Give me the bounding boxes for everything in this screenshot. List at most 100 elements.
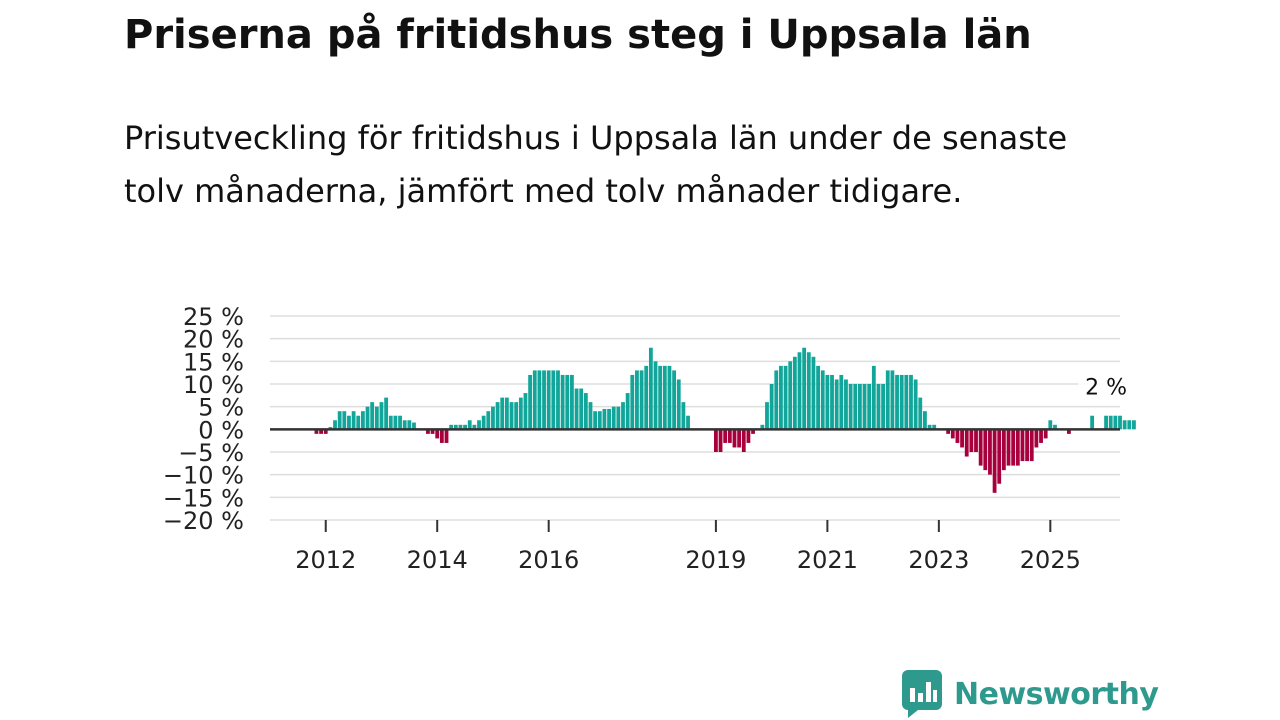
bar bbox=[500, 397, 505, 430]
bar bbox=[463, 424, 467, 430]
chart-title: Priserna på fritidshus steg i Uppsala lä… bbox=[124, 12, 1032, 58]
bar bbox=[514, 402, 519, 430]
annotation-bg bbox=[1078, 372, 1135, 403]
bar bbox=[969, 429, 974, 452]
bar bbox=[1122, 420, 1127, 430]
bar bbox=[974, 429, 978, 452]
bar bbox=[802, 347, 807, 430]
bar bbox=[713, 429, 718, 452]
bar bbox=[570, 374, 574, 430]
y-tick-label: −20 % bbox=[163, 507, 244, 535]
y-tick-label: −5 % bbox=[178, 439, 244, 467]
bar bbox=[751, 429, 755, 434]
bar bbox=[904, 374, 909, 430]
bar bbox=[988, 429, 992, 475]
bar bbox=[913, 379, 918, 430]
bar bbox=[379, 402, 384, 430]
y-tick-label: 0 % bbox=[198, 416, 244, 444]
bar bbox=[1001, 429, 1006, 471]
bar bbox=[992, 429, 997, 493]
bar bbox=[639, 370, 644, 430]
gridlines bbox=[270, 315, 1120, 521]
bar bbox=[337, 411, 342, 430]
bar bbox=[890, 370, 895, 430]
bar bbox=[602, 408, 607, 430]
bar bbox=[876, 384, 881, 430]
bar bbox=[1020, 429, 1025, 462]
bar bbox=[574, 388, 579, 430]
bar bbox=[430, 429, 435, 434]
bar bbox=[844, 379, 848, 430]
bar bbox=[407, 420, 412, 430]
y-tick-label: −15 % bbox=[163, 484, 244, 512]
bar bbox=[556, 370, 560, 430]
bar bbox=[518, 397, 523, 430]
bar bbox=[458, 424, 463, 430]
bar bbox=[848, 384, 853, 430]
bar bbox=[616, 406, 621, 430]
bar bbox=[412, 422, 416, 430]
bars bbox=[314, 347, 1136, 493]
bar bbox=[662, 365, 667, 430]
bar bbox=[384, 397, 389, 430]
y-tick-label: 5 % bbox=[198, 394, 244, 422]
bar bbox=[1090, 415, 1095, 430]
bar bbox=[477, 420, 481, 430]
bar bbox=[1118, 415, 1122, 430]
bar bbox=[1039, 429, 1043, 443]
bar bbox=[950, 429, 955, 439]
bar bbox=[978, 429, 983, 466]
bar bbox=[1053, 424, 1057, 430]
y-tick-label: 20 % bbox=[183, 326, 244, 354]
bar bbox=[314, 429, 319, 434]
newsworthy-brand-text: Newsworthy bbox=[954, 676, 1159, 712]
bar bbox=[625, 393, 630, 430]
bar bbox=[537, 370, 542, 430]
bar bbox=[504, 397, 509, 430]
bar bbox=[899, 374, 904, 430]
bar bbox=[788, 361, 793, 430]
bar bbox=[686, 415, 690, 430]
bar bbox=[862, 384, 867, 430]
bar bbox=[769, 384, 774, 430]
bar bbox=[1043, 429, 1048, 439]
bar bbox=[630, 374, 635, 430]
bar bbox=[374, 406, 379, 430]
bar bbox=[779, 365, 783, 430]
bar bbox=[347, 415, 351, 430]
bar bbox=[1132, 420, 1136, 430]
bar bbox=[593, 411, 598, 430]
bar bbox=[806, 352, 811, 430]
bar bbox=[398, 415, 402, 430]
bar bbox=[1034, 429, 1039, 448]
bar bbox=[718, 429, 723, 452]
bar bbox=[323, 429, 328, 434]
bar bbox=[551, 370, 556, 430]
bar bbox=[560, 374, 565, 430]
bar bbox=[723, 429, 728, 443]
bar bbox=[918, 397, 923, 430]
bar bbox=[356, 415, 361, 430]
bar bbox=[435, 429, 440, 439]
bar bbox=[1113, 415, 1118, 430]
bar bbox=[621, 402, 625, 430]
bar bbox=[932, 424, 937, 430]
bar bbox=[644, 365, 649, 430]
bar bbox=[667, 365, 672, 430]
bar bbox=[881, 384, 886, 430]
bar bbox=[867, 384, 872, 430]
bar bbox=[839, 374, 844, 430]
bar bbox=[583, 393, 588, 430]
bar bbox=[546, 370, 551, 430]
x-tick-label: 2016 bbox=[518, 546, 579, 574]
bar bbox=[765, 402, 769, 430]
x-tick-label: 2021 bbox=[797, 546, 858, 574]
bar bbox=[727, 429, 732, 443]
bar bbox=[1006, 429, 1011, 466]
bar bbox=[611, 406, 616, 430]
axes: 25 %20 %15 %10 %5 %0 %−5 %−10 %−15 %−20 … bbox=[163, 303, 1135, 574]
bar bbox=[365, 406, 370, 430]
bar bbox=[737, 429, 742, 448]
bar bbox=[816, 365, 820, 430]
chart-subtitle: Prisutveckling för fritidshus i Uppsala … bbox=[124, 119, 1068, 210]
